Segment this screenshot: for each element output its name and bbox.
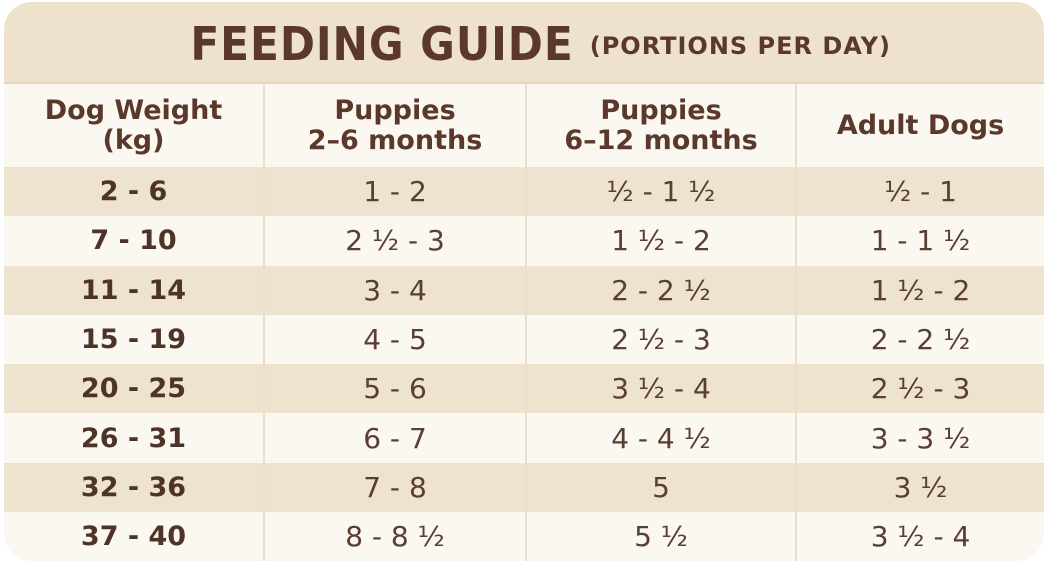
header-line: Puppies xyxy=(334,94,456,126)
weight-cell: 2 - 6 xyxy=(99,176,168,208)
column-header-adult-dogs: Adult Dogs xyxy=(795,84,1044,167)
puppies-6-12-cell: ½ - 1 ½ xyxy=(525,167,796,217)
table-row: 7 - 10 2 ½ - 3 1 ½ - 2 1 - 1 ½ xyxy=(4,216,1044,266)
puppies-2-6-cell: 4 - 5 xyxy=(263,314,526,365)
weight-cell: 26 - 31 xyxy=(80,422,187,454)
puppies-6-12-cell: 5 ½ xyxy=(525,512,796,561)
puppies-2-6-cell: 7 - 8 xyxy=(263,462,526,513)
page-subtitle: (PORTIONS PER DAY) xyxy=(589,32,891,60)
puppies-6-12-cell: 1 ½ - 2 xyxy=(525,216,796,266)
weight-cell: 20 - 25 xyxy=(80,373,187,405)
table-header: Dog Weight (kg) Puppies 2–6 months Puppi… xyxy=(4,84,1044,167)
header-line: Dog Weight xyxy=(44,94,223,126)
weight-cell: 11 - 14 xyxy=(80,274,187,306)
adult-dogs-cell: 2 - 2 ½ xyxy=(795,314,1044,365)
table-row: 32 - 36 7 - 8 5 3 ½ xyxy=(4,462,1044,513)
puppies-6-12-cell: 2 - 2 ½ xyxy=(525,265,796,315)
weight-cell: 37 - 40 xyxy=(80,521,187,553)
table-row: 26 - 31 6 - 7 4 - 4 ½ 3 - 3 ½ xyxy=(4,413,1044,463)
weight-cell: 32 - 36 xyxy=(80,471,187,503)
puppies-2-6-cell: 5 - 6 xyxy=(263,364,526,414)
table-row: 11 - 14 3 - 4 2 - 2 ½ 1 ½ - 2 xyxy=(4,265,1044,315)
table-row: 15 - 19 4 - 5 2 ½ - 3 2 - 2 ½ xyxy=(4,314,1044,365)
column-header-puppies-2-6: Puppies 2–6 months xyxy=(263,84,526,167)
adult-dogs-cell: 3 ½ xyxy=(795,462,1044,513)
puppies-2-6-cell: 1 - 2 xyxy=(263,167,526,217)
header-row: Dog Weight (kg) Puppies 2–6 months Puppi… xyxy=(4,84,1044,167)
adult-dogs-cell: 1 ½ - 2 xyxy=(795,265,1044,315)
puppies-2-6-cell: 8 - 8 ½ xyxy=(263,512,526,561)
puppies-6-12-cell: 4 - 4 ½ xyxy=(525,413,796,463)
header-line: (kg) xyxy=(102,124,165,156)
adult-dogs-cell: 1 - 1 ½ xyxy=(795,216,1044,266)
puppies-2-6-cell: 3 - 4 xyxy=(263,265,526,315)
table-body: 2 - 6 1 - 2 ½ - 1 ½ ½ - 1 7 - 10 2 ½ - 3… xyxy=(4,167,1044,561)
header-line: 2–6 months xyxy=(307,124,483,156)
adult-dogs-cell: 3 - 3 ½ xyxy=(795,413,1044,463)
table-row: 20 - 25 5 - 6 3 ½ - 4 2 ½ - 3 xyxy=(4,364,1044,414)
puppies-6-12-cell: 5 xyxy=(525,462,796,513)
header-line: 6–12 months xyxy=(564,124,758,156)
feeding-guide-card: FEEDING GUIDE (PORTIONS PER DAY) Dog Wei… xyxy=(4,2,1044,561)
adult-dogs-cell: ½ - 1 xyxy=(795,167,1044,217)
adult-dogs-cell: 2 ½ - 3 xyxy=(795,364,1044,414)
column-header-puppies-6-12: Puppies 6–12 months xyxy=(525,84,796,167)
puppies-2-6-cell: 2 ½ - 3 xyxy=(263,216,526,266)
puppies-6-12-cell: 3 ½ - 4 xyxy=(525,364,796,414)
table-row: 2 - 6 1 - 2 ½ - 1 ½ ½ - 1 xyxy=(4,167,1044,217)
page-title: FEEDING GUIDE xyxy=(190,17,574,71)
header-line: Puppies xyxy=(600,94,722,126)
title-bar: FEEDING GUIDE (PORTIONS PER DAY) xyxy=(4,2,1044,84)
table-row: 37 - 40 8 - 8 ½ 5 ½ 3 ½ - 4 xyxy=(4,512,1044,561)
puppies-2-6-cell: 6 - 7 xyxy=(263,413,526,463)
adult-dogs-cell: 3 ½ - 4 xyxy=(795,512,1044,561)
column-header-dog-weight: Dog Weight (kg) xyxy=(4,84,264,167)
header-line: Adult Dogs xyxy=(836,109,1005,141)
feeding-table: Dog Weight (kg) Puppies 2–6 months Puppi… xyxy=(4,84,1044,561)
puppies-6-12-cell: 2 ½ - 3 xyxy=(525,314,796,365)
weight-cell: 15 - 19 xyxy=(80,324,187,356)
weight-cell: 7 - 10 xyxy=(90,225,177,257)
